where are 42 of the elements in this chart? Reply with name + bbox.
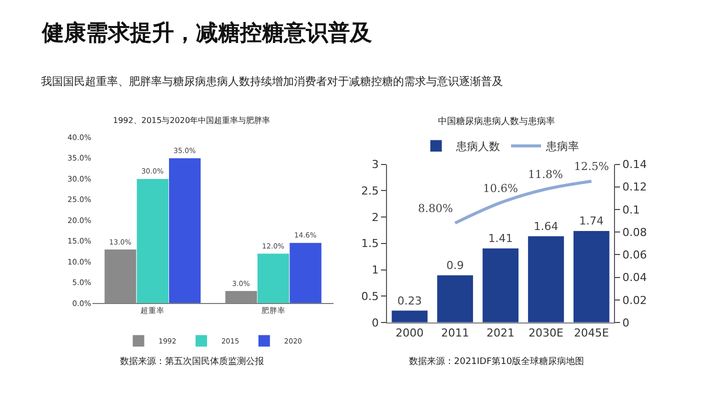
data-label: 0.23: [397, 294, 422, 308]
y2-tick-label: 0.1: [622, 203, 640, 216]
x-tick-label: 2021: [486, 326, 515, 340]
y2-tick-label: 0: [622, 316, 630, 330]
bar: [482, 248, 519, 323]
y-tick-label: 1: [372, 264, 379, 277]
data-label: 12.5%: [574, 160, 609, 173]
bar: [573, 230, 610, 323]
bar: [528, 236, 564, 323]
y2-tick-label: 0.12: [622, 180, 647, 194]
bar: [436, 274, 474, 323]
data-label: 1.64: [534, 220, 558, 233]
bar: [391, 310, 428, 323]
data-label: 8.80%: [418, 202, 453, 215]
x-tick-label: 2000: [396, 326, 424, 340]
chart-title: 中国糖尿病患病人数与患病率: [438, 116, 555, 127]
y2-tick-label: 0.14: [622, 158, 647, 172]
text: 健康需求提升，减糖控糖意识普及: [41, 20, 372, 46]
x-tick-label: 2045E: [574, 326, 609, 340]
data-label: 11.8%: [528, 168, 563, 181]
y-tick-label: 1.5: [361, 237, 379, 250]
y-tick-label: 0: [372, 316, 379, 330]
data-label: 0.9: [446, 259, 464, 272]
source-note: 数据来源：第五次国民体质监测公报: [120, 356, 264, 367]
y2-tick-label: 0.06: [622, 248, 647, 262]
y-tick-label: 2.5: [361, 184, 379, 198]
y-tick-label: 2: [372, 210, 379, 224]
source-note: 数据来源：2021IDF第10版全球糖尿病地图: [409, 356, 584, 367]
text: 我国国民超重率、肥胖率与糖尿病患病人数持续增加消费者对于减糖控糖的需求与意识逐渐普及: [41, 75, 503, 88]
y2-tick-label: 0.04: [622, 271, 647, 284]
legend-label: 患病率: [545, 140, 580, 154]
legend-label: 患病人数: [455, 140, 500, 154]
x-tick-label: 2011: [441, 326, 470, 340]
data-label: 10.6%: [483, 182, 518, 195]
y2-tick-label: 0.08: [622, 226, 647, 239]
x-tick-label: 2030E: [528, 326, 564, 340]
data-label: 1.74: [579, 214, 604, 228]
y2-tick-label: 0.02: [622, 294, 647, 307]
chart-title: 1992、2015与2020年中国超重率与肥胖率: [113, 116, 270, 125]
y-tick-label: 3: [372, 158, 379, 172]
data-label: 1.41: [488, 232, 513, 246]
y-tick-label: 0.5: [361, 290, 379, 303]
